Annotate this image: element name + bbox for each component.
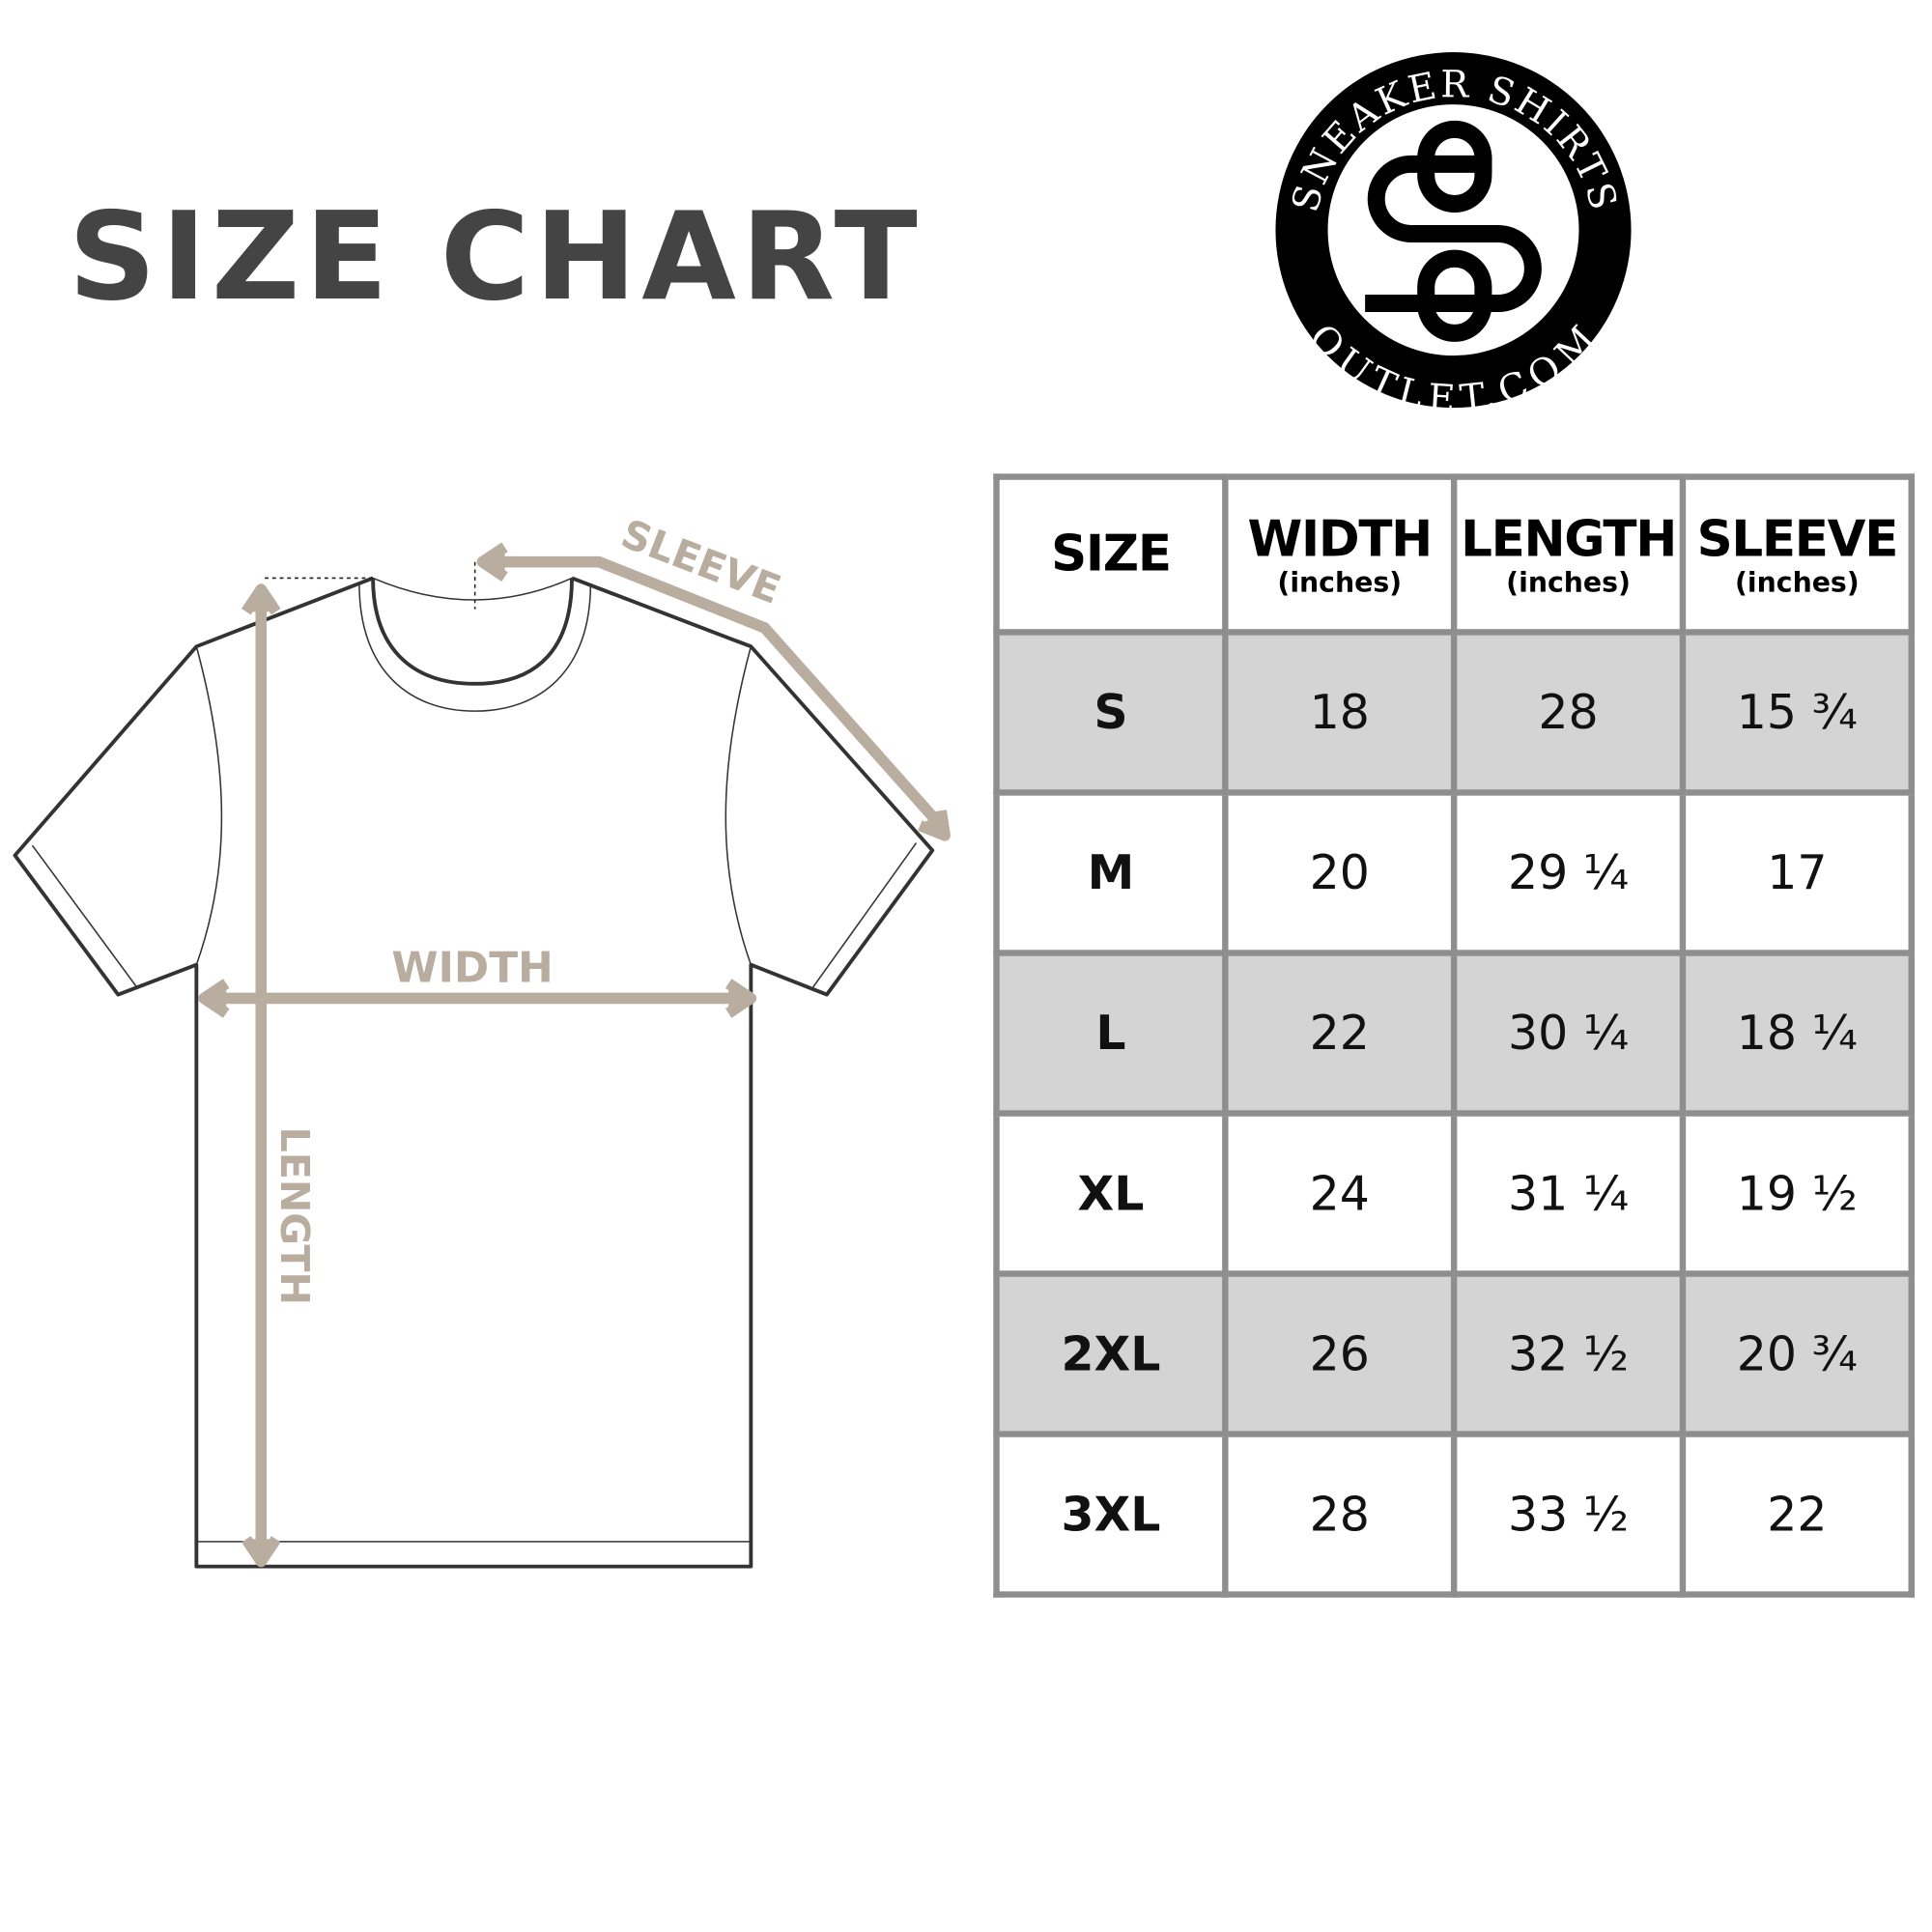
tshirt-outline xyxy=(13,576,935,1569)
sleeve-arrow xyxy=(492,555,941,825)
cell-size: M xyxy=(993,789,1229,956)
cell-length: 31 ¼ xyxy=(1450,1110,1687,1277)
cell-size: L xyxy=(993,950,1229,1117)
cell-width: 28 xyxy=(1222,1431,1458,1598)
cell-sleeve: 18 ¼ xyxy=(1679,950,1915,1117)
svg-text:OUTLET.COM: OUTLET.COM xyxy=(1300,316,1606,421)
cell-size: 3XL xyxy=(993,1431,1229,1598)
cell-sleeve: 20 ¾ xyxy=(1679,1270,1915,1437)
cell-sleeve: 15 ¾ xyxy=(1679,629,1915,796)
cell-length: 33 ½ xyxy=(1450,1431,1687,1598)
table-row: XL 24 31 ¼ 19 ½ xyxy=(993,1110,1915,1277)
cell-width: 18 xyxy=(1222,629,1458,796)
table-row: M 20 29 ¼ 17 xyxy=(993,789,1915,956)
length-label: LENGTH xyxy=(271,1126,318,1304)
cell-length: 32 ½ xyxy=(1450,1270,1687,1437)
cell-length: 30 ¼ xyxy=(1450,950,1687,1117)
cell-length: 29 ¼ xyxy=(1450,789,1687,956)
table-row: 2XL 26 32 ½ 20 ¾ xyxy=(993,1270,1915,1437)
header-length: LENGTH (inches) xyxy=(1450,473,1687,636)
page-title: SIZE CHART xyxy=(68,186,923,328)
table-header-row: SIZE WIDTH (inches) LENGTH (inches) SLEEVE… xyxy=(993,473,1915,636)
table-row: 3XL 28 33 ½ 22 xyxy=(993,1431,1915,1598)
header-sleeve: SLEEVE (inches) xyxy=(1679,473,1915,636)
table-row: S 18 28 15 ¾ xyxy=(993,629,1915,796)
cell-width: 22 xyxy=(1222,950,1458,1117)
monogram-icon xyxy=(1365,120,1542,342)
size-table: SIZE WIDTH (inches) LENGTH (inches) SLEEVE… xyxy=(993,473,1915,1598)
header-size: SIZE xyxy=(993,473,1229,636)
width-label: WIDTH xyxy=(391,944,553,993)
cell-size: S xyxy=(993,629,1229,796)
logo-top-text: SNEAKER SHIRTS xyxy=(1284,63,1623,216)
cell-sleeve: 19 ½ xyxy=(1679,1110,1915,1277)
cell-sleeve: 22 xyxy=(1679,1431,1915,1598)
cell-width: 20 xyxy=(1222,789,1458,956)
header-width: WIDTH (inches) xyxy=(1222,473,1458,636)
tshirt-diagram: WIDTH LENGTH SLEEVE xyxy=(13,510,951,1569)
cell-sleeve: 17 xyxy=(1679,789,1915,956)
cell-size: 2XL xyxy=(993,1270,1229,1437)
cell-length: 28 xyxy=(1450,629,1687,796)
table-row: L 22 30 ¼ 18 ¼ xyxy=(993,950,1915,1117)
cell-width: 26 xyxy=(1222,1270,1458,1437)
cell-width: 24 xyxy=(1222,1110,1458,1277)
logo-bottom-text: OUTLET.COM xyxy=(1300,316,1604,421)
cell-size: XL xyxy=(993,1110,1229,1277)
svg-text:SNEAKER SHIRTS: SNEAKER SHIRTS xyxy=(1284,63,1626,216)
measure-guides xyxy=(265,561,476,610)
measure-arrows xyxy=(198,542,951,1568)
